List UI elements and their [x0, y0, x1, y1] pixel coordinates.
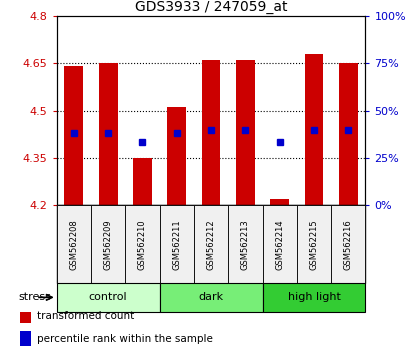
FancyBboxPatch shape: [125, 205, 160, 283]
Text: GSM562209: GSM562209: [104, 219, 113, 270]
Text: GSM562213: GSM562213: [241, 219, 250, 270]
Text: GSM562210: GSM562210: [138, 219, 147, 270]
Title: GDS3933 / 247059_at: GDS3933 / 247059_at: [135, 0, 287, 13]
Text: GSM562216: GSM562216: [344, 219, 353, 270]
FancyBboxPatch shape: [262, 283, 365, 312]
FancyBboxPatch shape: [91, 205, 125, 283]
Text: high light: high light: [288, 292, 340, 302]
Text: stress: stress: [19, 292, 52, 302]
Bar: [133, 158, 152, 205]
Bar: [202, 60, 220, 205]
Bar: [236, 60, 255, 205]
FancyBboxPatch shape: [160, 283, 262, 312]
FancyBboxPatch shape: [57, 205, 365, 283]
Text: GSM562208: GSM562208: [69, 219, 79, 270]
Bar: [304, 54, 323, 205]
Bar: [21, 309, 31, 324]
Text: GSM562214: GSM562214: [275, 219, 284, 270]
FancyBboxPatch shape: [331, 205, 365, 283]
Text: GSM562211: GSM562211: [172, 219, 181, 270]
Bar: [64, 67, 83, 205]
Text: control: control: [89, 292, 127, 302]
FancyBboxPatch shape: [57, 205, 91, 283]
Bar: [167, 108, 186, 205]
FancyBboxPatch shape: [194, 205, 228, 283]
Bar: [339, 63, 358, 205]
Text: GSM562215: GSM562215: [310, 219, 318, 270]
Bar: [21, 331, 31, 346]
FancyBboxPatch shape: [160, 205, 194, 283]
Bar: [99, 63, 118, 205]
FancyBboxPatch shape: [228, 205, 262, 283]
FancyBboxPatch shape: [262, 205, 297, 283]
FancyBboxPatch shape: [57, 283, 160, 312]
FancyBboxPatch shape: [297, 205, 331, 283]
Bar: [270, 199, 289, 205]
Text: transformed count: transformed count: [37, 311, 134, 321]
Text: dark: dark: [199, 292, 223, 302]
Text: percentile rank within the sample: percentile rank within the sample: [37, 334, 213, 344]
Text: GSM562212: GSM562212: [207, 219, 215, 270]
